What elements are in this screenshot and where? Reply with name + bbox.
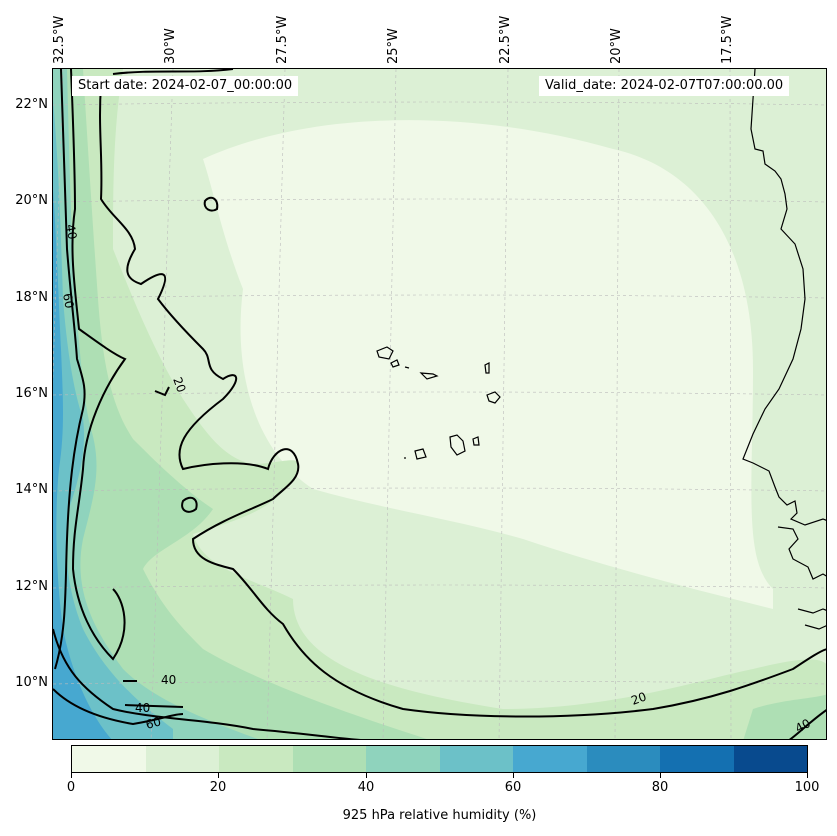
island-sao-nicolau — [419, 372, 439, 380]
lat-label-12n: 12°N — [15, 579, 48, 594]
contour-label-40-se: 40 — [793, 716, 813, 736]
lon-label-20w: 20°W — [609, 28, 624, 64]
contour-40-south — [53, 628, 361, 739]
island-fogo — [414, 448, 427, 460]
lon-label-27-5w: 27.5°W — [275, 15, 290, 64]
colorbar-tick-0 — [71, 773, 72, 778]
contour-label-40-west: 40 — [63, 223, 79, 240]
lat-label-22n: 22°N — [15, 97, 48, 112]
contour-60-west — [54, 69, 86, 670]
island-sao-vicente — [390, 359, 400, 368]
coastline-guinea-bissau — [777, 526, 826, 580]
island-santa-luzia — [404, 366, 410, 369]
lat-label-14n: 14°N — [15, 482, 48, 497]
contour-small-20 — [154, 386, 170, 397]
colorbar-tick-label-60: 60 — [504, 780, 522, 795]
contour-small-closed-1 — [203, 196, 219, 212]
contour-label-40-south: 40 — [161, 673, 176, 687]
colorbar-bin-20-30 — [219, 746, 293, 772]
contours — [53, 69, 826, 739]
contour-label-60-west: 60 — [60, 292, 76, 309]
humidity-fill-60-70 — [53, 189, 112, 739]
cape-verde-islands — [376, 346, 501, 460]
colorbar-bin-90-100 — [733, 746, 807, 772]
lon-label-17-5w: 17.5°W — [720, 15, 735, 64]
lon-label-30w: 30°W — [163, 28, 178, 64]
contour-20 — [99, 69, 826, 718]
colorbar-tick-40 — [366, 773, 367, 778]
colorbar-bin-60-70 — [513, 746, 587, 772]
humidity-map: 40 60 20 40 40 60 20 40 — [52, 68, 827, 740]
humidity-colorbar — [71, 745, 808, 773]
island-boa-vista — [486, 391, 501, 404]
colorbar-bin-50-60 — [439, 746, 513, 772]
coastline-west-africa — [742, 69, 826, 526]
colorbar-tick-label-40: 40 — [357, 780, 375, 795]
start-date-label: Start date: 2024-02-07_00:00:00 — [72, 76, 299, 96]
humidity-fill-10-20 — [53, 69, 826, 739]
contour-fragments — [123, 680, 184, 708]
lon-label-25w: 25°W — [386, 28, 401, 64]
colorbar-tick-100 — [807, 773, 808, 778]
lat-label-20n: 20°N — [15, 193, 48, 208]
contour-label-40-south-2: 40 — [135, 701, 150, 715]
contour-label-20-west: 20 — [170, 375, 188, 394]
contour-40-se — [789, 709, 826, 739]
colorbar-tick-80 — [660, 773, 661, 778]
lat-label-16n: 16°N — [15, 386, 48, 401]
colorbar-bin-10-20 — [145, 746, 219, 772]
contour-labels: 40 60 20 40 40 60 20 40 — [60, 223, 813, 736]
coastline-islands-bijagos — [797, 608, 826, 630]
colorbar-bin-30-40 — [292, 746, 366, 772]
colorbar-tick-60 — [513, 773, 514, 778]
island-santo-antao — [376, 346, 394, 360]
colorbar-tick-20 — [218, 773, 219, 778]
colorbar-tick-label-0: 0 — [66, 780, 76, 795]
contour-40-west — [70, 69, 127, 661]
island-sal — [484, 362, 490, 374]
colorbar-bin-40-50 — [366, 746, 440, 772]
map-canvas: 40 60 20 40 40 60 20 40 — [53, 69, 826, 739]
island-santiago — [449, 434, 466, 456]
contour-60-south — [53, 688, 184, 726]
colorbar-title: 925 hPa relative humidity (%) — [342, 808, 537, 823]
contour-label-20-south: 20 — [629, 689, 648, 707]
island-maio — [472, 436, 480, 446]
lat-label-10n: 10°N — [15, 675, 48, 690]
valid-date-label: Valid_date: 2024-02-07T07:00:00.00 — [539, 76, 790, 96]
contour-small-closed-2 — [181, 496, 198, 513]
colorbar-tick-label-100: 100 — [794, 780, 820, 795]
colorbar-tick-label-80: 80 — [651, 780, 669, 795]
contour-label-60-south: 60 — [144, 714, 162, 731]
colorbar-bin-0-10 — [72, 746, 146, 772]
lon-label-22-5w: 22.5°W — [498, 15, 513, 64]
colorbar-bin-80-90 — [660, 746, 734, 772]
lon-label-32-5w: 32.5°W — [52, 15, 67, 64]
colorbar-bin-70-80 — [586, 746, 660, 772]
colorbar-tick-label-20: 20 — [209, 780, 227, 795]
lat-label-18n: 18°N — [15, 290, 48, 305]
